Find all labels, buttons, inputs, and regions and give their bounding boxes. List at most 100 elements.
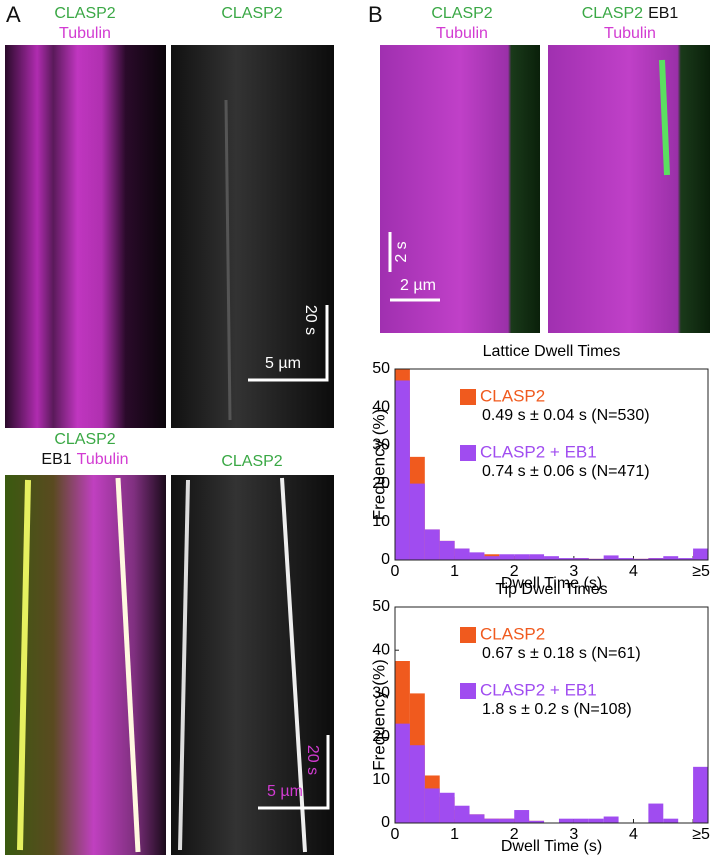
legend-label: CLASP2 xyxy=(480,386,545,405)
bar xyxy=(409,745,425,823)
y-tick-label: 50 xyxy=(372,360,390,377)
image-label: Tubulin xyxy=(436,25,488,42)
bar xyxy=(395,723,410,823)
label-word: CLASP2 xyxy=(54,431,115,448)
bar xyxy=(693,766,708,823)
x-tick-label: 4 xyxy=(629,563,638,580)
scale-length: 5 µm xyxy=(267,783,303,800)
bar xyxy=(514,554,530,560)
image-label: CLASP2 xyxy=(221,5,282,22)
bar xyxy=(603,816,619,823)
y-tick-label: 0 xyxy=(381,551,390,568)
scale-length: 5 µm xyxy=(265,355,301,372)
bar xyxy=(439,540,455,560)
y-tick-label: 40 xyxy=(372,641,390,658)
bar xyxy=(648,803,664,823)
legend-label: CLASP2 xyxy=(480,624,545,643)
bar xyxy=(424,788,440,823)
bar xyxy=(573,818,589,823)
track xyxy=(115,477,141,853)
label-word: EB1 xyxy=(41,451,71,468)
image-label: CLASP2 EB1 xyxy=(582,5,679,22)
y-tick-label: 30 xyxy=(372,685,390,702)
y-tick-label: 20 xyxy=(372,728,390,745)
legend-label: CLASP2 + EB1 xyxy=(480,680,597,699)
x-axis-label: Dwell Time (s) xyxy=(501,838,602,855)
bar xyxy=(499,554,515,560)
bar xyxy=(544,556,559,560)
scale-time: 20 s xyxy=(302,305,319,335)
label-word: CLASP2 xyxy=(582,5,643,22)
kymograph xyxy=(5,475,166,855)
track xyxy=(224,99,232,421)
bar xyxy=(678,558,694,560)
label-word: CLASP2 xyxy=(431,5,492,22)
x-tick-label: 3 xyxy=(569,563,578,580)
panel-letter: A xyxy=(6,2,21,27)
bar xyxy=(484,556,500,560)
bar xyxy=(618,558,634,560)
label-word: CLASP2 xyxy=(221,5,282,22)
x-tick-label: ≥5 xyxy=(692,563,710,580)
y-axis-label: Frequency (%) xyxy=(369,409,388,520)
bar xyxy=(454,805,470,823)
track xyxy=(17,479,31,851)
chart-title: Lattice Dwell Times xyxy=(483,343,621,360)
bar xyxy=(409,483,425,560)
image-label: Tubulin xyxy=(59,25,111,42)
track xyxy=(659,59,670,176)
label-word: Tubulin xyxy=(59,25,111,42)
plot-frame xyxy=(394,368,709,561)
scale-bar xyxy=(248,305,329,382)
label-word: Tubulin xyxy=(436,25,488,42)
bar xyxy=(588,818,604,823)
label-word: CLASP2 xyxy=(54,5,115,22)
bar xyxy=(529,554,545,560)
legend-annotation: 1.8 s ± 0.2 s (N=108) xyxy=(482,701,632,718)
bar xyxy=(663,556,679,560)
y-tick-label: 0 xyxy=(381,814,390,831)
bar xyxy=(529,820,545,823)
y-axis-label: Frequency (%) xyxy=(369,659,388,770)
label-word: Tubulin xyxy=(604,25,656,42)
x-tick-label: 2 xyxy=(510,563,519,580)
bar xyxy=(514,810,530,823)
x-tick-label: ≥5 xyxy=(692,826,710,843)
panel-letter: B xyxy=(368,2,383,27)
bar xyxy=(395,380,410,560)
bar xyxy=(469,814,485,823)
image-label: CLASP2 xyxy=(54,431,115,448)
bar xyxy=(469,552,485,560)
x-axis-label: Dwell Time (s) xyxy=(501,575,602,592)
y-tick-label: 20 xyxy=(372,475,390,492)
track xyxy=(280,477,307,853)
image-label: CLASP2 xyxy=(431,5,492,22)
x-tick-label: 4 xyxy=(629,826,638,843)
x-tick-label: 2 xyxy=(510,826,519,843)
x-tick-label: 0 xyxy=(391,826,400,843)
y-tick-label: 30 xyxy=(372,437,390,454)
x-tick-label: 3 xyxy=(569,826,578,843)
y-tick-label: 10 xyxy=(372,771,390,788)
x-tick-label: 0 xyxy=(391,563,400,580)
kymograph xyxy=(171,475,334,855)
kymograph xyxy=(548,45,710,333)
scale-bar xyxy=(258,735,330,810)
kymograph xyxy=(171,45,334,428)
image-label: CLASP2 xyxy=(54,5,115,22)
legend-annotation: 0.74 s ± 0.06 s (N=471) xyxy=(482,463,650,480)
scale-time: 20 s xyxy=(304,745,321,775)
image-label: Tubulin xyxy=(604,25,656,42)
image-label: CLASP2 xyxy=(221,453,282,470)
legend-swatch xyxy=(460,627,476,643)
bar xyxy=(648,558,664,560)
track xyxy=(178,479,190,851)
x-tick-label: 1 xyxy=(450,826,459,843)
image-label: EB1 Tubulin xyxy=(41,451,128,468)
chart-title: Tip Dwell Times xyxy=(495,581,607,598)
bar xyxy=(558,818,574,823)
bar xyxy=(633,558,649,560)
bar xyxy=(484,818,500,823)
bar xyxy=(424,529,440,560)
